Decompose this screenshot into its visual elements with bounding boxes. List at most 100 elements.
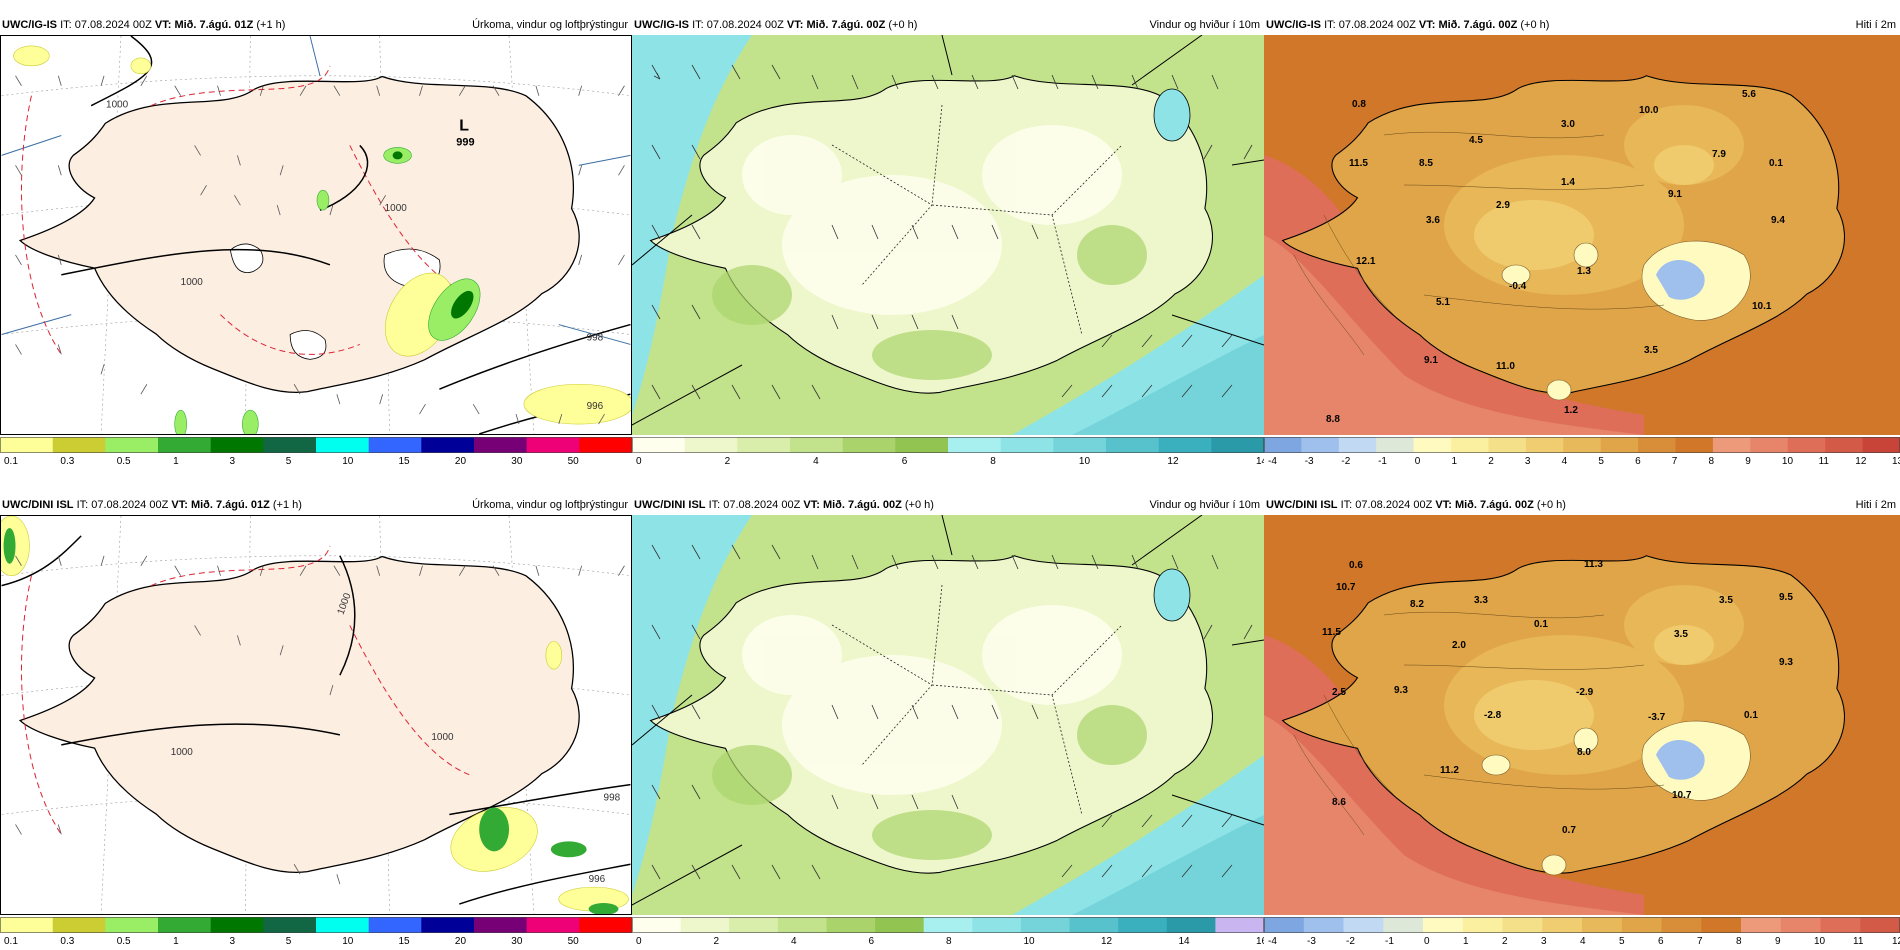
- temp-label: 12.1: [1356, 256, 1376, 267]
- temp-label: 11.0: [1496, 361, 1515, 372]
- colorbar-tick-label: 4: [791, 936, 797, 945]
- colorbar-tick-label: 7: [1697, 936, 1703, 945]
- colorbar-swatch: [1215, 917, 1264, 933]
- panel-dini-precip: UWC/DINI ISL IT: 07.08.2024 00Z VT: Mið.…: [0, 495, 632, 945]
- temp-label: 9.1: [1424, 355, 1438, 366]
- colorbar-tick-label: 14: [1256, 456, 1264, 465]
- panel-header: UWC/DINI ISL IT: 07.08.2024 00Z VT: Mið.…: [632, 495, 1264, 515]
- precip-map[interactable]: 1000 1000 1000 998 996: [0, 515, 632, 915]
- vt-label: VT:: [786, 19, 804, 31]
- temp-label: 3.5: [1674, 629, 1688, 640]
- wind-colorbar: 0 2 4 6 8 10 12 14: [632, 437, 1264, 465]
- colorbar-tick-label: 3: [230, 936, 236, 945]
- model-name: UWC/IG-IS: [2, 19, 57, 31]
- colorbar-swatch: [158, 437, 212, 453]
- colorbar-tick-label: -3: [1307, 936, 1316, 945]
- temp-label: 1.2: [1564, 405, 1578, 416]
- colorbar-tick-label: 0: [1415, 456, 1421, 465]
- colorbar-swatch: [0, 917, 54, 933]
- temp-map[interactable]: 0.8 11.5 8.5 4.5 3.0 10.0 5.6 7.9 0.1 1.…: [1264, 35, 1900, 435]
- colorbar-tick-label: 6: [902, 456, 908, 465]
- colorbar-swatch: [777, 917, 827, 933]
- lead-time: (+0 h): [904, 499, 934, 511]
- colorbar-swatch: [368, 437, 422, 453]
- temp-label: 2.9: [1496, 200, 1510, 211]
- colorbar-tick-label: 10: [342, 936, 354, 945]
- temp-label: 0.1: [1744, 710, 1758, 721]
- colorbar-swatch: [1423, 917, 1464, 933]
- temp-label: 0.7: [1562, 825, 1576, 836]
- colorbar-tick-label: 11: [1819, 456, 1830, 465]
- model-name: UWC/DINI ISL: [1266, 499, 1338, 511]
- colorbar-swatch: [1118, 917, 1168, 933]
- colorbar-swatch: [1338, 437, 1377, 453]
- temp-label: 10.7: [1336, 582, 1356, 593]
- colorbar-tick-label: 3: [1525, 456, 1531, 465]
- colorbar-tick-label: 10: [342, 456, 354, 465]
- colorbar-tick-label: 0.1: [4, 456, 18, 465]
- colorbar-swatch: [1264, 917, 1305, 933]
- field-title: Vindur og hviður í 10m: [1149, 499, 1260, 511]
- temp-label: 10.7: [1672, 790, 1692, 801]
- colorbar-swatch: [1701, 917, 1742, 933]
- temp-label: 9.3: [1394, 685, 1408, 696]
- temp-label: 8.0: [1577, 747, 1591, 758]
- isobar-label: 1000: [171, 747, 194, 758]
- colorbar-swatch: [210, 917, 264, 933]
- temp-label: 7.9: [1712, 149, 1726, 160]
- colorbar-tick-label: 12: [1855, 456, 1867, 465]
- colorbar-tick-label: 2: [1502, 936, 1508, 945]
- colorbar-swatch: [1413, 437, 1452, 453]
- model-name: UWC/DINI ISL: [634, 499, 706, 511]
- temp-label: 9.5: [1779, 592, 1793, 603]
- colorbar-swatch: [1069, 917, 1119, 933]
- colorbar-tick-label: -4: [1268, 936, 1277, 945]
- it-label: IT:: [76, 499, 89, 511]
- precip-map[interactable]: 1000 1000 1000 998 996 L 999: [0, 35, 632, 435]
- colorbar-swatch: [105, 437, 159, 453]
- vt-label: VT:: [1435, 499, 1452, 511]
- colorbar-tick-label: 4: [1562, 456, 1568, 465]
- it-label: IT:: [1340, 499, 1353, 511]
- colorbar-tick-label: 12: [1892, 936, 1900, 945]
- colorbar-tick-label: 9: [1775, 936, 1781, 945]
- temp-map[interactable]: 0.6 10.7 11.5 8.2 3.3 11.3 3.5 9.5 2.0 0…: [1264, 515, 1900, 915]
- colorbar-tick-label: 7: [1672, 456, 1678, 465]
- precip-colorbar: 0.1 0.3 0.5 1 3 5 10 15 20 30 50: [0, 437, 632, 465]
- colorbar-swatch: [1376, 437, 1415, 453]
- colorbar-swatch: [368, 917, 422, 933]
- colorbar-tick-label: 5: [1619, 936, 1625, 945]
- colorbar-tick-label: 0: [636, 456, 642, 465]
- temp-label: 3.6: [1426, 215, 1440, 226]
- colorbar-swatch: [1053, 437, 1107, 453]
- colorbar-tick-label: 11: [1853, 936, 1864, 945]
- temp-label: 1.4: [1561, 177, 1575, 188]
- isobar-label: 998: [604, 793, 621, 804]
- colorbar-swatch: [0, 437, 54, 453]
- colorbar-swatch: [1563, 437, 1602, 453]
- colorbar-swatch: [210, 437, 264, 453]
- temp-label: 11.2: [1440, 765, 1459, 776]
- panel-dini-wind: UWC/DINI ISL IT: 07.08.2024 00Z VT: Mið.…: [632, 495, 1264, 945]
- vt-value: Mið. 7.ágú. 00Z: [1454, 499, 1534, 511]
- vt-label: VT:: [1418, 19, 1436, 31]
- wind-colorbar: 0 2 4 6 8 10 12 14 16: [632, 917, 1264, 945]
- panel-dini-temp: UWC/DINI ISL IT: 07.08.2024 00Z VT: Mið.…: [1264, 495, 1900, 945]
- lead-time: (+1 h): [272, 499, 302, 511]
- vt-label: VT:: [154, 19, 172, 31]
- colorbar-swatch: [737, 437, 791, 453]
- wind-map[interactable]: [632, 515, 1264, 915]
- colorbar-swatch: [105, 917, 159, 933]
- wind-map[interactable]: [632, 35, 1264, 435]
- colorbar-tick-label: -4: [1268, 456, 1277, 465]
- temp-label: 4.5: [1469, 135, 1483, 146]
- temp-label: 3.0: [1561, 119, 1575, 130]
- colorbar-tick-label: 1: [1463, 936, 1469, 945]
- lead-time: (+1 h): [256, 19, 286, 31]
- lead-time: (+0 h): [888, 19, 918, 31]
- temp-label: 9.4: [1771, 215, 1785, 226]
- precip-colorbar: 0.1 0.3 0.5 1 3 5 10 15 20 30 50: [0, 917, 632, 945]
- field-title: Hiti í 2m: [1855, 19, 1896, 31]
- colorbar-swatch: [52, 917, 106, 933]
- colorbar-tick-label: 10: [1079, 456, 1091, 465]
